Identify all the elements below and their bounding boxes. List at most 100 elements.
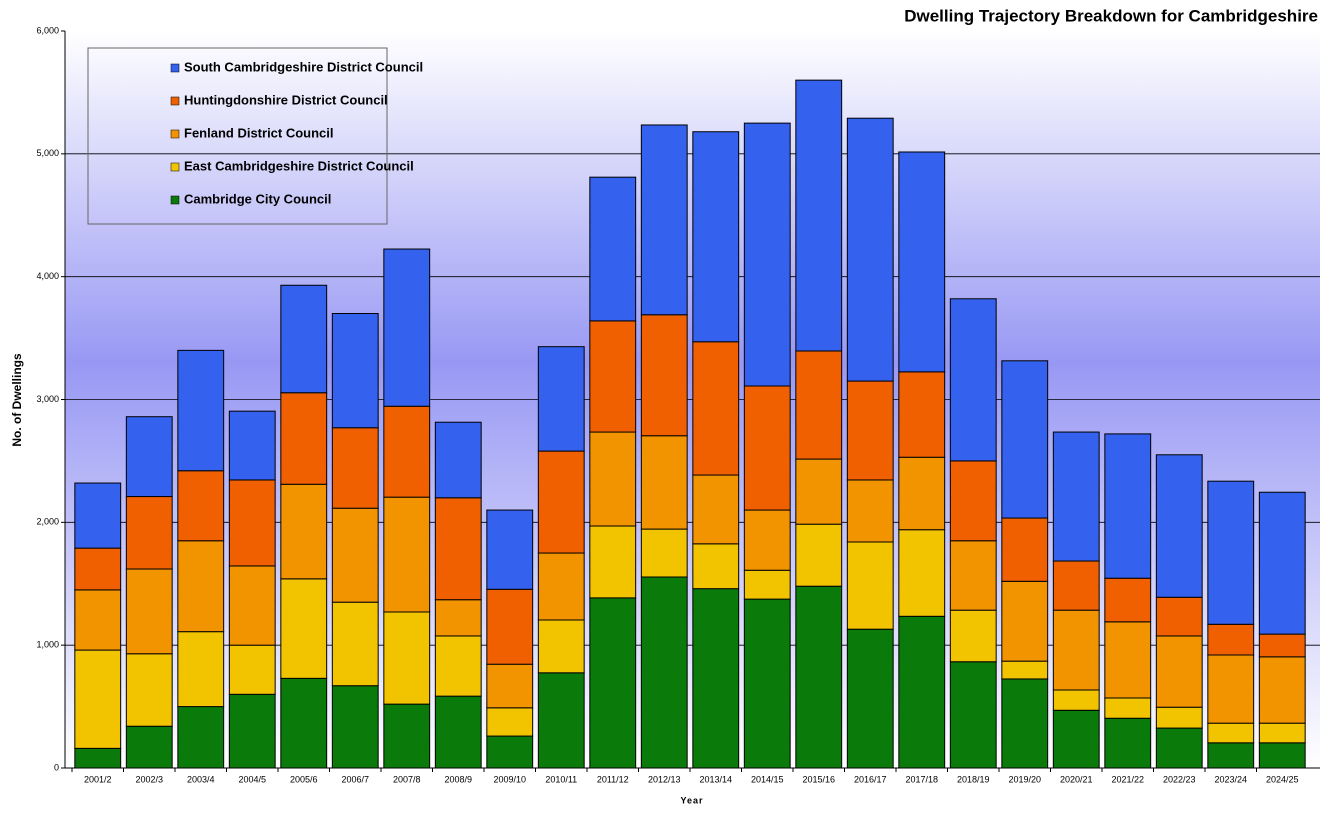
bar-segment bbox=[177, 349, 225, 472]
bar-segment bbox=[383, 611, 431, 705]
x-tick-label: 2012/13 bbox=[648, 774, 681, 784]
bar-segment bbox=[1155, 596, 1203, 637]
bar-segment bbox=[692, 131, 740, 343]
y-tick-label: 0 bbox=[54, 762, 59, 772]
bar-segment bbox=[1258, 656, 1306, 724]
x-tick-label: 2021/22 bbox=[1111, 774, 1144, 784]
x-tick-label: 2017/18 bbox=[905, 774, 938, 784]
bar-segment bbox=[228, 479, 276, 567]
bar-segment bbox=[692, 341, 740, 476]
bar-segment bbox=[692, 474, 740, 545]
bar-segment bbox=[846, 380, 894, 481]
x-tick-label: 2023/24 bbox=[1214, 774, 1247, 784]
bar-segment bbox=[1258, 722, 1306, 744]
bar-segment bbox=[692, 588, 740, 769]
bar-segment bbox=[1155, 454, 1203, 598]
bar-segment bbox=[74, 747, 122, 769]
bar-segment bbox=[383, 248, 431, 407]
bar-segment bbox=[177, 470, 225, 542]
legend-swatch bbox=[170, 195, 180, 205]
bar-segment bbox=[898, 456, 946, 531]
bar-segment bbox=[1207, 480, 1255, 625]
bar-segment bbox=[228, 410, 276, 481]
bar-segment bbox=[898, 151, 946, 373]
bar-segment bbox=[434, 599, 482, 637]
bar-segment bbox=[640, 124, 688, 316]
bar-segment bbox=[125, 416, 173, 498]
bar-segment bbox=[743, 122, 791, 387]
bar-segment bbox=[1155, 727, 1203, 769]
bar-segment bbox=[486, 663, 534, 709]
bar-segment bbox=[1207, 722, 1255, 744]
legend-box bbox=[87, 47, 388, 225]
bar-segment bbox=[125, 725, 173, 769]
bar-segment bbox=[74, 482, 122, 549]
x-tick-label: 2024/25 bbox=[1266, 774, 1299, 784]
bar-segment bbox=[74, 589, 122, 651]
bar-segment bbox=[949, 540, 997, 611]
bar-segment bbox=[125, 496, 173, 570]
x-tick-label: 2006/7 bbox=[341, 774, 369, 784]
x-axis-label: Year bbox=[680, 795, 703, 805]
bar-segment bbox=[846, 479, 894, 543]
bar-segment bbox=[1207, 623, 1255, 656]
x-tick-label: 2016/17 bbox=[854, 774, 887, 784]
bar-segment bbox=[589, 431, 637, 527]
x-tick-label: 2020/21 bbox=[1060, 774, 1093, 784]
legend-label: Fenland District Council bbox=[184, 125, 334, 140]
bar-segment bbox=[743, 569, 791, 600]
bar-segment bbox=[846, 117, 894, 382]
bar-segment bbox=[1001, 517, 1049, 582]
bar-segment bbox=[383, 703, 431, 769]
bar-segment bbox=[1155, 635, 1203, 708]
bar-segment bbox=[74, 649, 122, 749]
x-tick-label: 2018/19 bbox=[957, 774, 990, 784]
bar-segment bbox=[898, 529, 946, 617]
bar-segment bbox=[640, 314, 688, 437]
bar-segment bbox=[537, 619, 585, 674]
bar-segment bbox=[177, 706, 225, 769]
bar-segment bbox=[74, 547, 122, 591]
bar-segment bbox=[228, 565, 276, 646]
bar-segment bbox=[1104, 577, 1152, 623]
bar-segment bbox=[1104, 433, 1152, 579]
chart-title: Dwelling Trajectory Breakdown for Cambri… bbox=[904, 6, 1318, 25]
bar-segment bbox=[640, 435, 688, 530]
bar-segment bbox=[640, 528, 688, 578]
bar-segment bbox=[331, 601, 379, 687]
legend-label: East Cambridgeshire District Council bbox=[184, 158, 414, 173]
y-tick-label: 4,000 bbox=[36, 271, 59, 281]
bar-segment bbox=[1258, 633, 1306, 658]
bar-segment bbox=[795, 585, 843, 769]
bar-segment bbox=[846, 628, 894, 769]
bar-segment bbox=[434, 497, 482, 601]
bar-segment bbox=[280, 578, 328, 679]
bar-segment bbox=[589, 320, 637, 433]
bar-segment bbox=[228, 693, 276, 769]
x-tick-label: 2008/9 bbox=[444, 774, 472, 784]
legend-swatch bbox=[170, 96, 180, 106]
x-tick-label: 2004/5 bbox=[238, 774, 266, 784]
bar-segment bbox=[1001, 678, 1049, 769]
bar-segment bbox=[1052, 609, 1100, 691]
legend-label: South Cambridgeshire District Council bbox=[184, 59, 423, 74]
legend-swatch bbox=[170, 162, 180, 172]
bar-segment bbox=[589, 597, 637, 769]
x-tick-label: 2009/10 bbox=[493, 774, 526, 784]
bar-segment bbox=[949, 609, 997, 663]
bar-segment bbox=[486, 509, 534, 590]
x-tick-label: 2013/14 bbox=[699, 774, 732, 784]
x-tick-label: 2015/16 bbox=[802, 774, 835, 784]
bar-segment bbox=[949, 298, 997, 462]
bar-segment bbox=[795, 523, 843, 587]
bar-segment bbox=[949, 661, 997, 769]
bar-segment bbox=[125, 653, 173, 727]
bar-segment bbox=[589, 176, 637, 322]
bar-segment bbox=[331, 313, 379, 429]
bar-segment bbox=[743, 598, 791, 769]
bar-segment bbox=[125, 568, 173, 655]
bar-segment bbox=[331, 427, 379, 509]
y-axis-label: No. of Dwellings bbox=[10, 353, 24, 447]
bar-segment bbox=[280, 284, 328, 394]
